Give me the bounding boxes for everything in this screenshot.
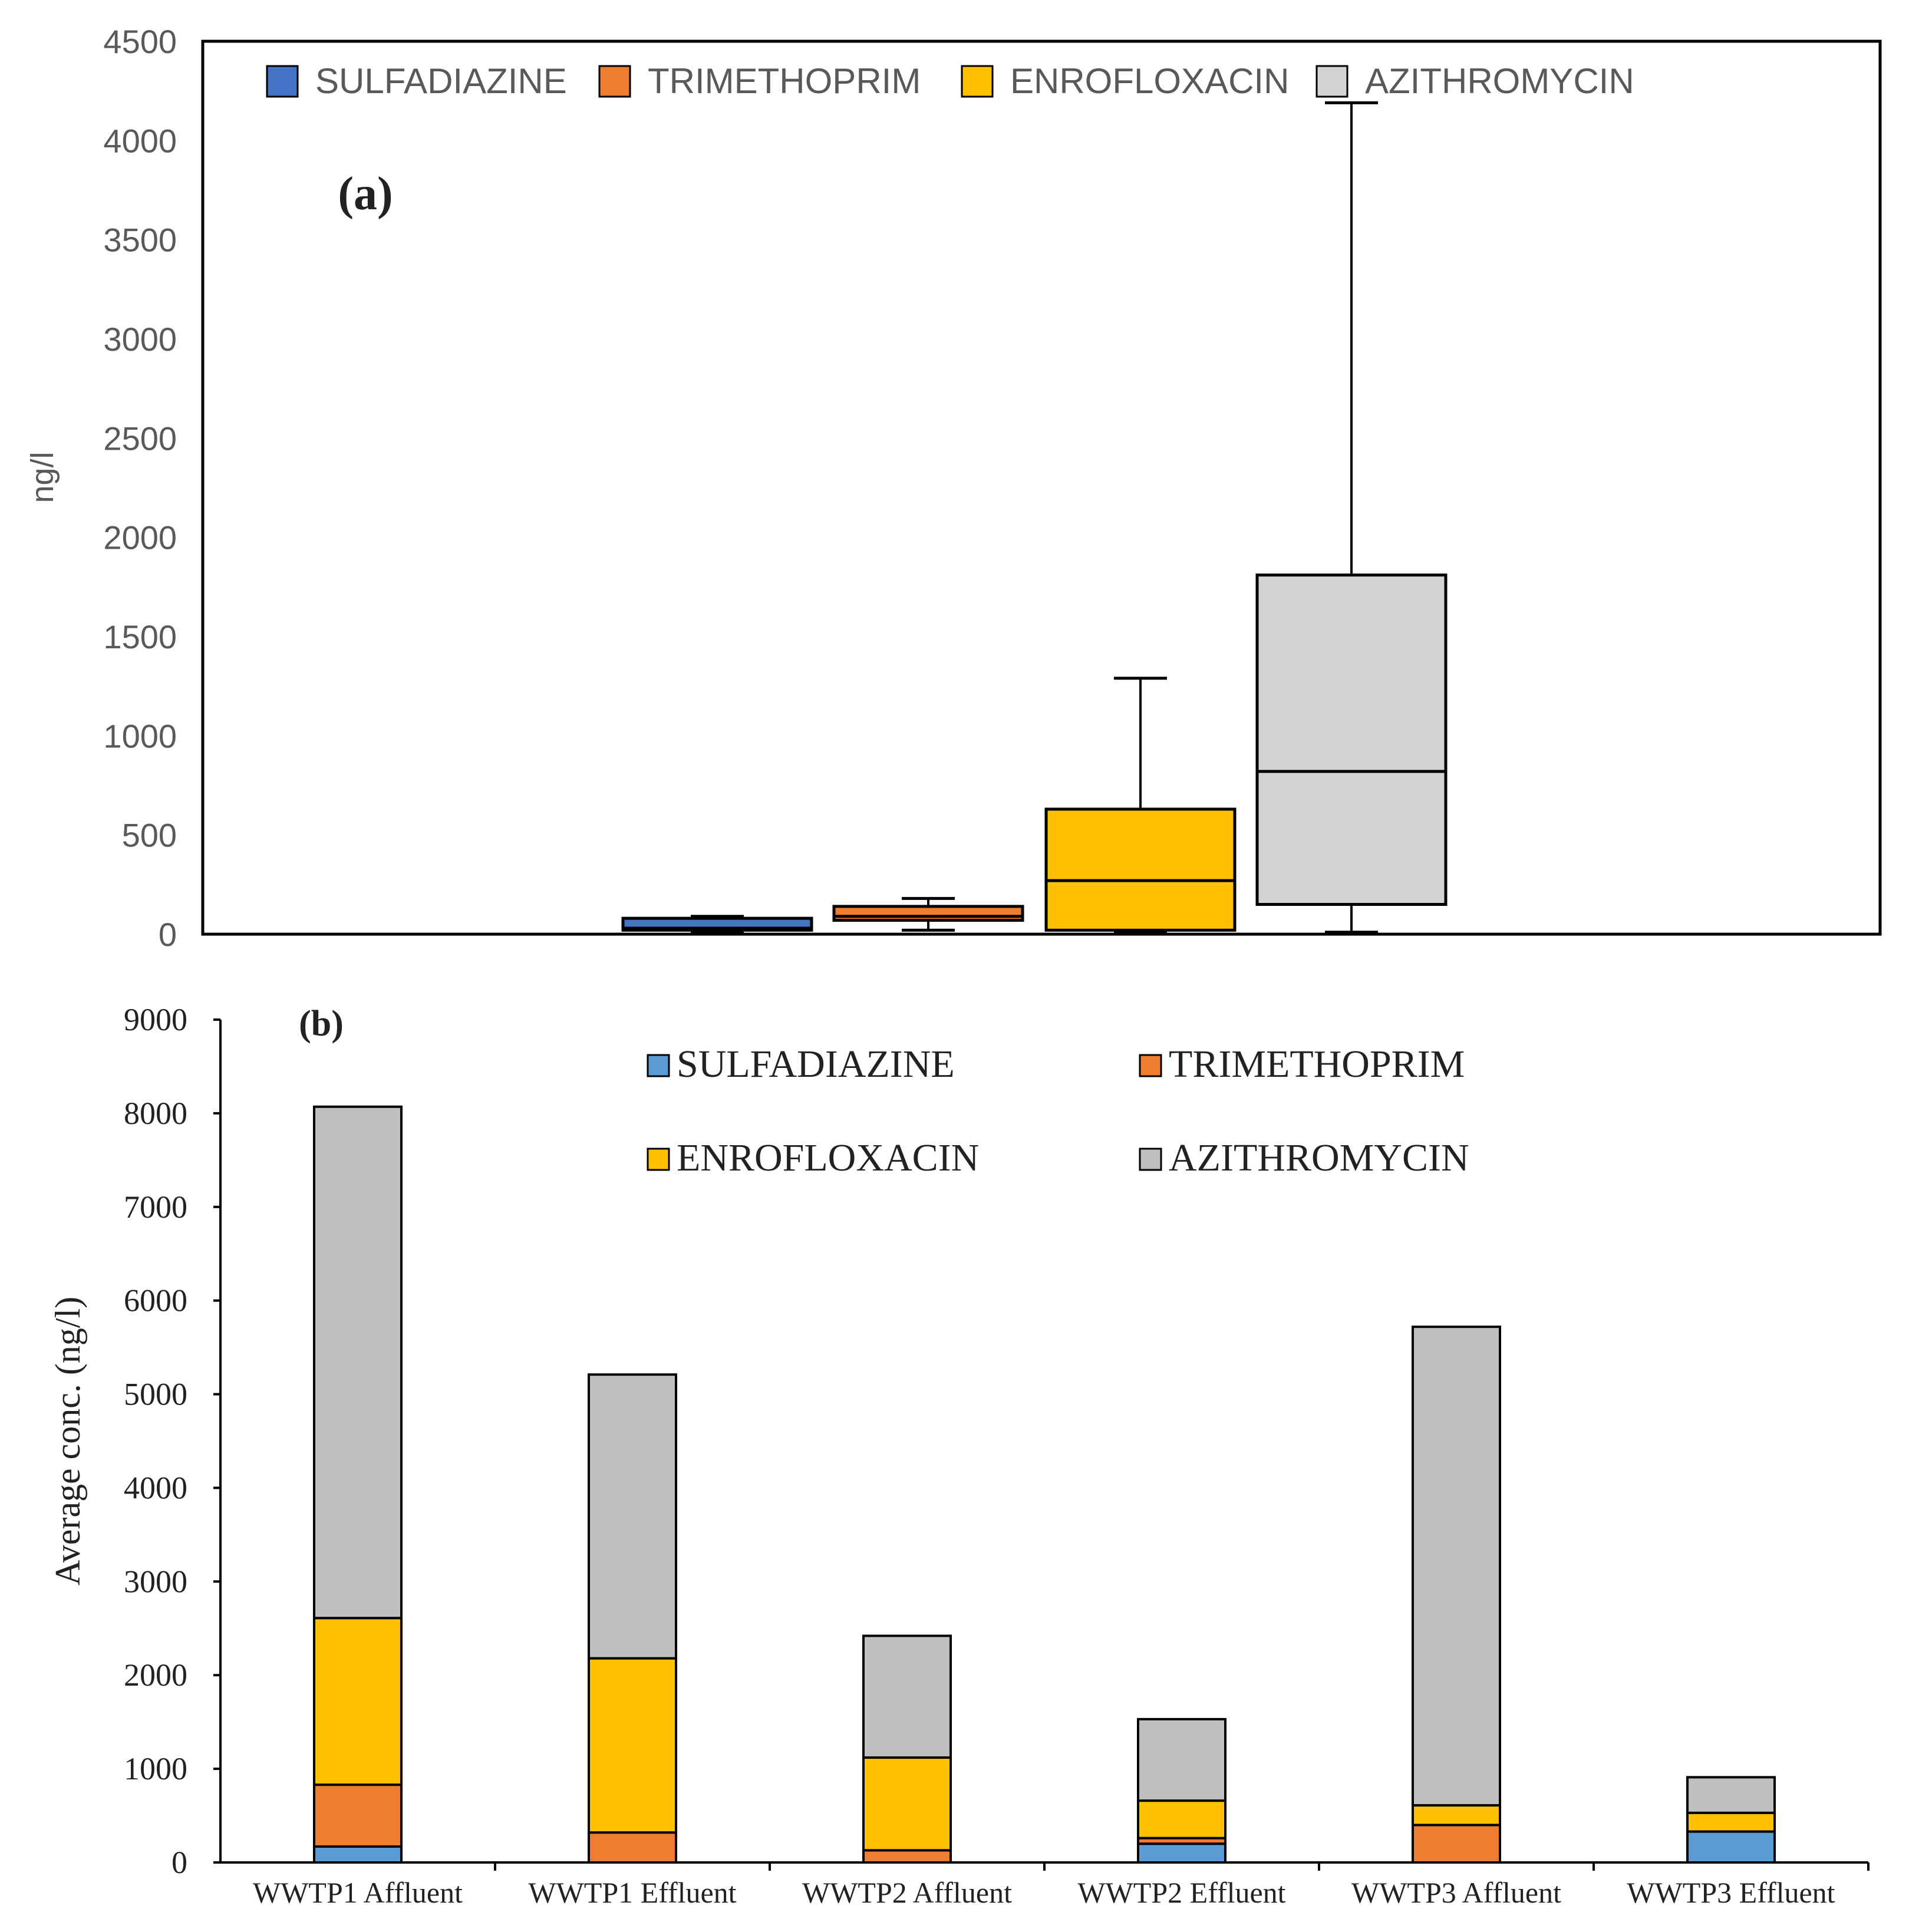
legend-swatch-azithromycin-b	[1139, 1148, 1162, 1171]
panel-a-y-tick-label: 2500	[103, 420, 177, 457]
box-body-trimethoprim	[832, 905, 1024, 922]
box-body-enrofloxacin	[1044, 807, 1237, 932]
bar-segment-enrofloxacin	[588, 1657, 677, 1834]
panel-b-x-tick-label: WWTP3 Affluent	[1351, 1876, 1561, 1909]
stacked-bar-wwtp1-affluent	[313, 1105, 403, 1864]
panel-b-y-tick-label: 9000	[124, 1002, 187, 1037]
panel-a-y-axis-label: ng/l	[25, 451, 60, 503]
panel-b-x-tick-label: WWTP1 Affluent	[253, 1876, 463, 1909]
panel-a-box-plot: 0 500 1000 1500 2000 2500 3000 3500 4000 4500 ng/…	[25, 23, 1882, 953]
legend-label-trimethoprim: TRIMETHOPRIM	[648, 61, 921, 101]
stacked-bar-wwtp3-effluent	[1686, 1776, 1776, 1864]
bar-segment-enrofloxacin	[1412, 1804, 1501, 1827]
panel-b-x-tick-label: WWTP2 Affluent	[802, 1876, 1012, 1909]
legend-swatch-trimethoprim-b	[1139, 1054, 1162, 1077]
panel-a-y-tick-label: 3000	[103, 321, 177, 358]
bar-segment-trimethoprim	[588, 1831, 677, 1864]
panel-a-y-axis-ticks: 0 500 1000 1500 2000 2500 3000 3500 4000 4500	[103, 23, 177, 953]
bar-segment-sulfadiazine	[1686, 1830, 1776, 1864]
bar-segment-azithromycin	[862, 1634, 952, 1759]
box-trimethoprim	[832, 896, 1024, 932]
bar-segment-azithromycin	[313, 1105, 403, 1620]
bar-segment-enrofloxacin	[313, 1617, 403, 1786]
legend-swatch-sulfadiazine	[266, 65, 299, 98]
legend-label-azithromycin-b: AZITHROMYCIN	[1169, 1136, 1469, 1179]
panel-b-legend: SULFADIAZINE TRIMETHOPRIM ENROFLOXACIN A…	[647, 1043, 1469, 1179]
legend-swatch-azithromycin	[1315, 65, 1349, 98]
legend-label-trimethoprim-b: TRIMETHOPRIM	[1169, 1043, 1465, 1086]
box-enrofloxacin	[1044, 677, 1237, 934]
stacked-bar-wwtp1-effluent	[588, 1373, 677, 1864]
panel-a-y-tick-label: 4500	[103, 23, 177, 60]
panel-b-x-tick-label: WWTP2 Effluent	[1077, 1876, 1285, 1909]
box-sulfadiazine	[621, 915, 813, 934]
panel-b-y-tick-label: 7000	[124, 1189, 187, 1225]
panel-a-boxes	[621, 101, 1448, 934]
panel-b-y-tick-label: 8000	[124, 1096, 187, 1131]
panel-b-x-tick-label: WWTP1 Effluent	[528, 1876, 736, 1909]
bar-segment-trimethoprim	[862, 1849, 952, 1864]
panel-b-y-axis-ticks: 0 1000 2000 3000 4000 5000 6000 7000 8000 9000	[124, 1002, 220, 1880]
stacked-bar-wwtp2-effluent	[1137, 1717, 1226, 1864]
box-body-azithromycin	[1255, 573, 1448, 906]
stacked-bar-wwtp2-affluent	[862, 1634, 952, 1864]
panel-a-plot-area	[201, 39, 1882, 936]
panel-a-y-tick-label: 1500	[103, 618, 177, 655]
panel-a-y-tick-label: 2000	[103, 519, 177, 556]
panel-b-bars	[313, 1105, 1776, 1864]
legend-label-enrofloxacin-b: ENROFLOXACIN	[677, 1136, 979, 1179]
box-azithromycin	[1255, 101, 1448, 934]
bar-segment-sulfadiazine	[1137, 1842, 1226, 1864]
legend-swatch-trimethoprim	[598, 65, 631, 98]
bar-segment-enrofloxacin	[862, 1756, 952, 1852]
stacked-bar-wwtp3-affluent	[1412, 1326, 1501, 1864]
panel-b-label: (b)	[299, 1004, 344, 1044]
panel-a-y-tick-label: 0	[159, 916, 177, 953]
legend-label-sulfadiazine: SULFADIAZINE	[315, 61, 567, 101]
panel-b-stacked-bar: 0 1000 2000 3000 4000 5000 6000 7000 8000 9000 WW…	[48, 1002, 1870, 1909]
panel-b-y-tick-label: 0	[172, 1845, 187, 1880]
bar-segment-enrofloxacin	[1686, 1811, 1776, 1833]
bar-segment-azithromycin	[1137, 1717, 1226, 1802]
panel-b-y-tick-label: 5000	[124, 1377, 187, 1412]
panel-a-y-tick-label: 3500	[103, 222, 177, 259]
panel-b-y-tick-label: 2000	[124, 1657, 187, 1693]
legend-label-enrofloxacin: ENROFLOXACIN	[1010, 61, 1289, 101]
bar-segment-azithromycin	[1412, 1326, 1501, 1807]
panel-b-x-axis-labels: WWTP1 Affluent WWTP1 Effluent WWTP2 Afflue…	[253, 1862, 1870, 1909]
panel-b-y-tick-label: 6000	[124, 1283, 187, 1318]
panel-a-y-tick-label: 500	[122, 817, 177, 854]
panel-b-y-tick-label: 3000	[124, 1564, 187, 1599]
panel-b-y-tick-label: 4000	[124, 1470, 187, 1505]
bar-segment-azithromycin	[1686, 1776, 1776, 1814]
bar-segment-trimethoprim	[1412, 1824, 1501, 1864]
legend-swatch-enrofloxacin-b	[647, 1148, 670, 1171]
bar-segment-azithromycin	[588, 1373, 677, 1660]
panel-b-y-axis-label: Average conc. (ng/l)	[48, 1297, 87, 1585]
panel-a-y-tick-label: 4000	[103, 122, 177, 159]
panel-a-y-tick-label: 1000	[103, 717, 177, 754]
legend-label-sulfadiazine-b: SULFADIAZINE	[677, 1043, 955, 1086]
panel-a-label: (a)	[338, 168, 393, 220]
legend-swatch-sulfadiazine-b	[647, 1054, 670, 1077]
panel-b-x-tick-label: WWTP3 Effluent	[1627, 1876, 1835, 1909]
bar-segment-sulfadiazine	[313, 1845, 403, 1864]
panel-b-y-tick-label: 1000	[124, 1751, 187, 1786]
legend-label-azithromycin: AZITHROMYCIN	[1365, 61, 1634, 101]
bar-segment-enrofloxacin	[1137, 1799, 1226, 1839]
bar-segment-trimethoprim	[313, 1783, 403, 1848]
panel-a-legend: SULFADIAZINE TRIMETHOPRIM ENROFLOXACIN A…	[266, 61, 1634, 101]
legend-swatch-enrofloxacin	[961, 65, 994, 98]
